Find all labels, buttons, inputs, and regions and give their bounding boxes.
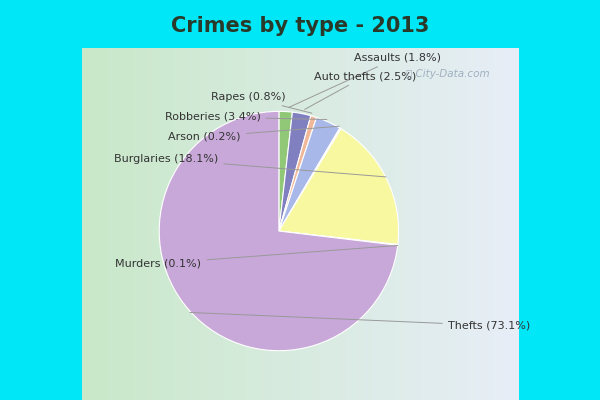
Text: Arson (0.2%): Arson (0.2%) (169, 126, 339, 142)
Wedge shape (159, 111, 398, 351)
Text: Robberies (3.4%): Robberies (3.4%) (165, 112, 327, 122)
Wedge shape (279, 128, 341, 231)
Text: Auto thefts (2.5%): Auto thefts (2.5%) (305, 71, 416, 110)
Text: Assaults (1.8%): Assaults (1.8%) (289, 53, 440, 108)
Wedge shape (279, 129, 398, 244)
Wedge shape (279, 112, 311, 231)
Text: Burglaries (18.1%): Burglaries (18.1%) (114, 154, 386, 177)
Wedge shape (279, 116, 317, 231)
Wedge shape (279, 118, 340, 231)
Text: Crimes by type - 2013: Crimes by type - 2013 (171, 16, 429, 36)
Text: Thefts (73.1%): Thefts (73.1%) (190, 312, 530, 330)
Text: ⓘ City-Data.com: ⓘ City-Data.com (406, 69, 490, 79)
Text: Rapes (0.8%): Rapes (0.8%) (211, 92, 312, 113)
Text: Murders (0.1%): Murders (0.1%) (115, 246, 398, 268)
Wedge shape (279, 231, 398, 245)
Wedge shape (279, 111, 292, 231)
